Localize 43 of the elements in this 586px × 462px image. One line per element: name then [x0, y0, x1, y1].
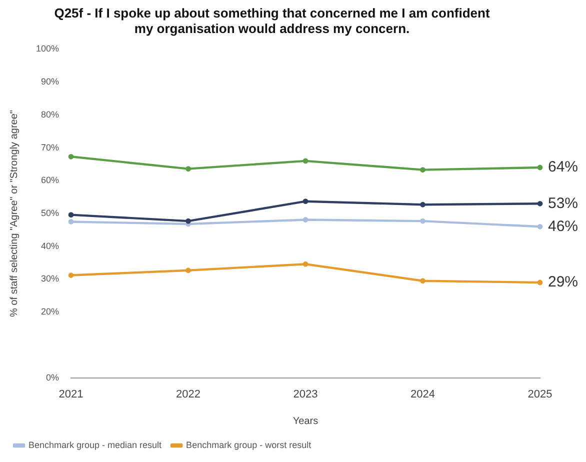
point: [537, 200, 543, 206]
x-tick-label: 2024: [410, 388, 435, 400]
y-tick-label: 80%: [41, 109, 60, 120]
point: [302, 217, 308, 222]
point: [186, 218, 191, 224]
point: [302, 261, 308, 267]
x-tick-label: 2022: [176, 388, 201, 400]
y-tick-label: 60%: [41, 175, 60, 186]
x-tick-label: 2023: [293, 388, 318, 400]
y-tick-label: 30%: [41, 274, 60, 284]
point: [420, 278, 426, 284]
y-tick-label: 0%: [46, 372, 60, 382]
x-tick-label: 2025: [528, 388, 552, 400]
legend-label: Benchmark group - worst result: [186, 440, 312, 450]
point: [68, 219, 74, 224]
point: [420, 202, 426, 208]
y-tick-label: 70%: [41, 142, 60, 152]
point: [537, 224, 543, 230]
point: [420, 218, 426, 224]
x-tick-label: 2021: [58, 388, 84, 400]
point: [302, 158, 308, 164]
y-tick-label: 20%: [41, 306, 60, 317]
y-tick-label: 40%: [41, 240, 60, 251]
point: [186, 268, 191, 274]
point: [537, 280, 543, 286]
legend-label: Benchmark group - median result: [28, 440, 162, 450]
chart-title: Q25f - If I spoke up about something that concerned me I am confident my organisation would address my concern.: [54, 5, 490, 36]
data-label: 53%: [548, 194, 578, 212]
y-axis-title: % of staff selecting "Agree" or "Strongly agree": [8, 110, 20, 317]
point: [68, 212, 74, 218]
y-tick-label: 90%: [41, 76, 60, 87]
x-axis-title: Years: [292, 416, 318, 427]
point: [537, 164, 543, 170]
point: [68, 272, 74, 278]
data-label: 46%: [548, 218, 578, 235]
point: [302, 198, 308, 204]
point: [186, 166, 191, 172]
point: [420, 167, 426, 172]
data-label: 29%: [548, 274, 578, 291]
point: [68, 154, 74, 160]
y-tick-label: 50%: [41, 208, 60, 218]
y-tick-label: 100%: [36, 44, 60, 54]
data-label: 64%: [548, 158, 578, 176]
